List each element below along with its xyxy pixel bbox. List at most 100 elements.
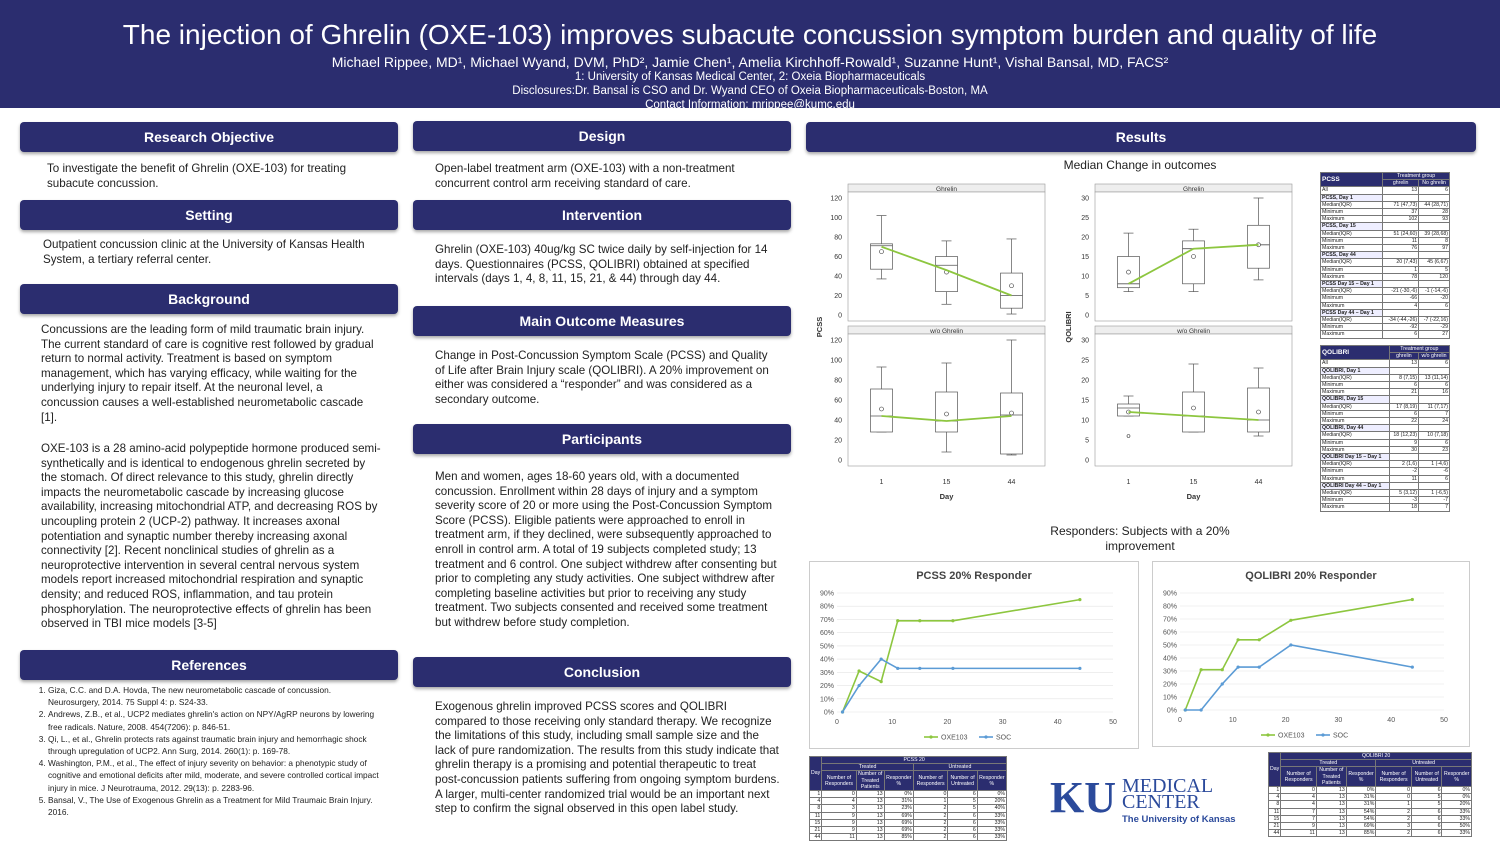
cell bbox=[1388, 366, 1420, 375]
data-point bbox=[951, 666, 955, 670]
data-point bbox=[1220, 682, 1224, 686]
trend-line bbox=[1128, 411, 1259, 421]
cell bbox=[1418, 395, 1450, 404]
x-tick-label: 44 bbox=[1255, 479, 1263, 486]
row-label: Maximum bbox=[1319, 301, 1384, 310]
cell: 7 bbox=[1418, 503, 1450, 512]
table-row: PCSS Day 15 – Day 1 bbox=[1319, 280, 1450, 289]
cell: -6 bbox=[1418, 467, 1450, 476]
y-tick-label: 20% bbox=[1163, 682, 1177, 689]
cell bbox=[1418, 251, 1450, 260]
cell: 44 bbox=[1267, 829, 1282, 838]
cell: 9 bbox=[821, 811, 857, 820]
row-label: QOLIBRI, Day 1 bbox=[1320, 366, 1390, 375]
table-row: 11 7 13 54% 2 6 33% bbox=[1267, 807, 1472, 816]
cell: 6 bbox=[1410, 786, 1443, 795]
x-tick-label: 30 bbox=[1335, 717, 1343, 724]
y-tick-label: 80 bbox=[834, 378, 842, 385]
cell: 4 bbox=[1280, 793, 1317, 802]
row-label: Minimum bbox=[1320, 438, 1390, 447]
cell: 5 bbox=[1410, 793, 1443, 802]
cell: 13 bbox=[855, 804, 885, 813]
title-banner: The injection of Ghrelin (OXE-103) impro… bbox=[0, 0, 1500, 111]
x-tick-label: 1 bbox=[1127, 479, 1131, 486]
table-head: PCSS bbox=[1319, 171, 1384, 188]
panel-strip-label: Ghrelin bbox=[936, 186, 957, 193]
row-label: Minimum bbox=[1319, 236, 1384, 246]
cell: 5 bbox=[947, 804, 978, 813]
table-row: PCSS, Day 1 bbox=[1319, 193, 1450, 202]
cell bbox=[1418, 222, 1450, 231]
cell: 0 bbox=[821, 790, 857, 799]
cell: 11 bbox=[808, 811, 823, 820]
cell: 24 bbox=[1418, 417, 1450, 426]
cell: 33% bbox=[1441, 814, 1472, 824]
y-tick-label: 0% bbox=[824, 710, 834, 717]
table-row: 8 3 13 23% 2 5 40% bbox=[808, 804, 1008, 813]
box-mean bbox=[879, 406, 884, 412]
y-tick-label: 20% bbox=[820, 683, 834, 690]
table-row: Median(IQR) 8 (7,15) 13 (11,14) bbox=[1320, 373, 1450, 383]
cell: 11 bbox=[1267, 807, 1282, 816]
x-tick-label: 44 bbox=[1008, 479, 1016, 486]
cell: 1 bbox=[912, 797, 949, 806]
y-tick-label: 80% bbox=[820, 604, 834, 611]
row-label: PCSS, Day 15 bbox=[1319, 222, 1384, 231]
row-label: PCSS Day 15 – Day 1 bbox=[1319, 280, 1384, 289]
y-tick-label: 0 bbox=[838, 458, 842, 465]
table-col: Number of Responders bbox=[1280, 766, 1317, 788]
cell: 4 bbox=[808, 797, 823, 806]
cell: 21 bbox=[1267, 822, 1282, 831]
table-group: Treated bbox=[1280, 759, 1377, 768]
table-row: Minimum -3 -7 bbox=[1320, 496, 1450, 505]
row-label: Median(IQR) bbox=[1320, 431, 1390, 440]
row-label: All bbox=[1319, 186, 1384, 195]
cell: -7 (-22,16) bbox=[1418, 316, 1450, 325]
data-point bbox=[918, 666, 922, 670]
table-col: Number of Responders bbox=[821, 770, 857, 792]
cell: 1 bbox=[1375, 800, 1412, 809]
row-label: QOLIBRI, Day 44 bbox=[1320, 424, 1390, 433]
cell bbox=[1382, 193, 1420, 202]
chart-title: PCSS 20% Responder bbox=[916, 570, 1032, 582]
panel-strip-label: w/o Ghrelin bbox=[1176, 328, 1210, 335]
reference-item: Andrews, Z.B., et al., UCP2 mediates ghr… bbox=[48, 708, 380, 732]
cell: 20% bbox=[1441, 800, 1472, 809]
cell: 69% bbox=[1345, 822, 1377, 831]
data-point bbox=[1220, 668, 1224, 672]
cell: 6 bbox=[1410, 814, 1443, 824]
y-tick-label: 20 bbox=[834, 293, 842, 300]
box bbox=[1000, 272, 1023, 309]
cell: 1 bbox=[808, 790, 823, 799]
cell: 33% bbox=[1441, 807, 1472, 816]
cell: 2 (1,6) bbox=[1388, 460, 1420, 469]
cell: -34 (-44,-26) bbox=[1382, 316, 1420, 325]
median-change-title: Median Change in outcomes bbox=[1063, 158, 1217, 172]
cell: 4 bbox=[821, 797, 857, 806]
x-tick-label: 15 bbox=[943, 479, 951, 486]
cell: 11 bbox=[1388, 474, 1420, 483]
table-row: All 13 6 bbox=[1320, 359, 1450, 368]
y-tick-label: 90% bbox=[820, 591, 834, 598]
cell bbox=[1388, 395, 1420, 404]
cell: 20% bbox=[976, 797, 1008, 806]
intervention-header: Intervention bbox=[413, 200, 791, 230]
table-row: Maximum 6 27 bbox=[1319, 330, 1450, 339]
cell: 13 bbox=[1315, 814, 1347, 824]
table-row: Maximum 22 24 bbox=[1320, 417, 1450, 426]
x-tick-label: 50 bbox=[1109, 719, 1117, 726]
cell: 2 bbox=[912, 826, 949, 835]
table-row: Minimum 1 5 bbox=[1319, 265, 1450, 274]
y-tick-label: 70% bbox=[1163, 617, 1177, 624]
table-row: Median(IQR) -21 (-30,-6) -1 (-14,-6) bbox=[1319, 287, 1450, 296]
table-row: Median(IQR) 5 (3,12) 1 (-6,5) bbox=[1320, 489, 1450, 498]
table-row: Maximum 102 93 bbox=[1319, 215, 1450, 224]
cell: 13 bbox=[855, 826, 885, 835]
y-tick-label: 10% bbox=[1163, 695, 1177, 702]
cell bbox=[1418, 424, 1450, 433]
table-row: 21 9 13 69% 3 6 50% bbox=[1267, 822, 1472, 831]
y-tick-label: 0 bbox=[1085, 313, 1089, 320]
row-label: Maximum bbox=[1320, 417, 1390, 426]
cell: 7 bbox=[1280, 807, 1317, 816]
cell bbox=[1382, 308, 1420, 318]
